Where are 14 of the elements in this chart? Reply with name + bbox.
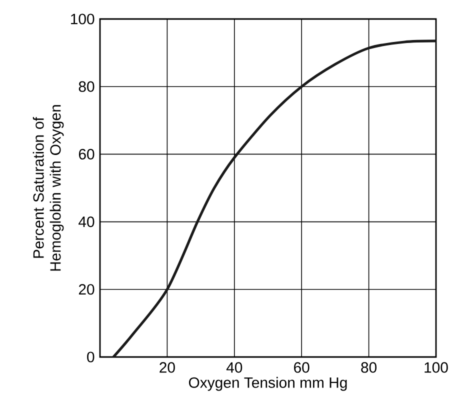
y-tick-label: 100: [71, 14, 94, 24]
x-tick-label: 80: [361, 362, 377, 373]
line-series: [112, 40, 436, 357]
y-axis-title: Percent Saturation of Hemoglobin with Oxygen: [32, 105, 64, 271]
y-tick-label: 0: [87, 352, 94, 362]
x-tick-label: 60: [294, 362, 310, 373]
x-tick-label: 20: [160, 362, 175, 373]
x-tick-label: 100: [424, 362, 448, 373]
y-tick-label: 80: [78, 81, 94, 92]
y-tick-label: 20: [78, 284, 94, 295]
y-tick-label: 40: [78, 216, 94, 228]
y-tick-label: 60: [78, 148, 94, 160]
x-axis-title: Oxygen Tension mm Hg: [188, 376, 347, 391]
x-tick-label: 40: [226, 362, 242, 373]
